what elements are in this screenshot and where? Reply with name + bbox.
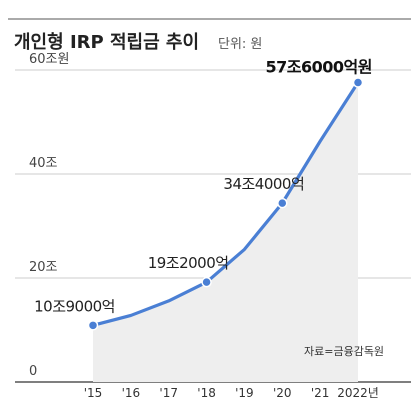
x-tick-label: '17 [159, 386, 178, 400]
data-labels: 10조9000억 19조2000억 34조4000억 57조6000억원 [34, 57, 372, 315]
data-point [352, 77, 364, 88]
series-line [91, 80, 360, 327]
x-tick-label: '18 [197, 386, 216, 400]
data-label: 10조9000억 [34, 297, 115, 315]
y-tick-label: 20조 [29, 260, 58, 275]
data-point [87, 320, 99, 331]
data-point [277, 197, 288, 209]
unit-label: 단위: 원 [218, 37, 262, 52]
y-tick-label: 40조 [29, 156, 58, 171]
line-path [91, 80, 360, 327]
x-tick-label: 2022년 [337, 386, 379, 400]
data-point [201, 276, 212, 288]
x-tick-label: '20 [273, 386, 292, 400]
area-fill [93, 82, 358, 382]
x-tick-label: '15 [84, 386, 103, 400]
data-label: 57조6000억원 [266, 57, 372, 76]
y-axis-labels: 0 20조 40조 60조원 [29, 52, 69, 379]
data-label: 34조4000억 [223, 175, 304, 193]
x-tick-label: '16 [122, 386, 141, 400]
y-tick-label: 0 [29, 364, 37, 379]
chart-title: 개인형 IRP 적립금 추이 [14, 32, 199, 53]
area-shape [93, 82, 358, 382]
x-tick-label: '19 [235, 386, 254, 400]
data-points [87, 77, 364, 331]
source-note: 자료=금융감독원 [304, 345, 384, 358]
x-tick-label: '21 [311, 386, 330, 400]
y-tick-label: 60조원 [29, 52, 69, 67]
x-axis-labels: '15 '16 '17 '18 '19 '20 '21 2022년 [84, 386, 379, 400]
data-label: 19조2000억 [148, 254, 229, 272]
